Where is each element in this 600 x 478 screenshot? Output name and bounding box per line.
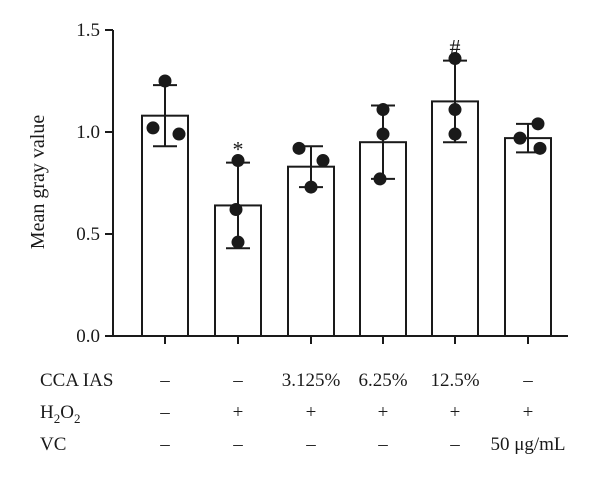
data-point: [231, 154, 245, 168]
significance-mark: #: [450, 35, 461, 60]
data-point: [304, 180, 318, 194]
significance-marks: *#: [233, 35, 461, 162]
y-tick-label: 0.5: [76, 224, 100, 245]
bar: [504, 137, 552, 337]
significance-mark: *: [233, 137, 244, 162]
condition-value: –: [232, 434, 243, 455]
data-point: [373, 172, 387, 186]
y-tick-label: 0.0: [76, 326, 100, 347]
data-point: [533, 141, 547, 155]
condition-value: –: [305, 434, 316, 455]
y-tick-label: 1.0: [76, 122, 100, 143]
data-point: [376, 103, 390, 117]
h2o2-sub1: 2: [54, 411, 61, 426]
condition-value: +: [306, 402, 317, 423]
data-point: [316, 154, 330, 168]
condition-table: CCA IAS H2O2 VC – –3.125% 6.25% 12.5% –– + + + +…: [40, 370, 566, 455]
condition-value: –: [159, 434, 170, 455]
condition-label-h2o2: H2O2: [40, 402, 80, 426]
data-point: [448, 127, 462, 141]
y-axis-label: Mean gray value: [27, 115, 49, 250]
condition-value: –: [159, 370, 170, 391]
data-point: [531, 117, 545, 131]
condition-value: +: [378, 402, 389, 423]
data-point: [172, 127, 186, 141]
condition-value: 6.25%: [358, 370, 407, 391]
condition-value: +: [233, 402, 244, 423]
data-point: [448, 52, 462, 66]
data-point: [513, 131, 527, 145]
condition-value: 3.125%: [282, 370, 341, 391]
condition-label-cca-ias: CCA IAS: [40, 370, 113, 391]
bar: [287, 165, 335, 337]
condition-value: –: [159, 402, 170, 423]
data-points: [146, 52, 547, 249]
condition-value: –: [449, 434, 460, 455]
condition-value: 12.5%: [430, 370, 479, 391]
condition-value: –: [232, 370, 243, 391]
y-ticks: 0.0 0.5 1.0 1.5: [76, 20, 113, 347]
data-point: [158, 74, 172, 88]
condition-label-vc: VC: [40, 434, 66, 455]
data-point: [231, 235, 245, 249]
h2o2-o: O: [60, 402, 74, 423]
data-point: [376, 127, 390, 141]
condition-value: –: [522, 370, 533, 391]
data-point: [448, 103, 462, 117]
h2o2-sub2: 2: [74, 411, 81, 426]
bar: [141, 114, 189, 338]
condition-value: +: [450, 402, 461, 423]
condition-value: 50 μg/mL: [490, 434, 565, 455]
y-tick-label: 1.5: [76, 20, 100, 41]
data-point: [229, 203, 243, 217]
condition-value: +: [523, 402, 534, 423]
h2o2-h: H: [40, 402, 54, 423]
data-point: [146, 121, 160, 135]
bars: [141, 59, 552, 344]
condition-value: –: [377, 434, 388, 455]
data-point: [292, 141, 306, 155]
